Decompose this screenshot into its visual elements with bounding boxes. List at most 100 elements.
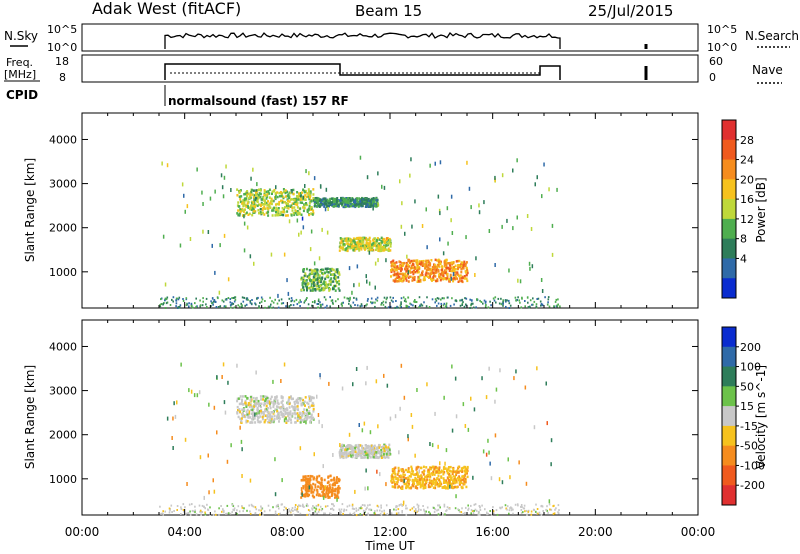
echo-cell: [333, 481, 336, 484]
echo-cell: [301, 196, 303, 199]
echo-cell: [322, 282, 325, 286]
echo-cell: [501, 480, 504, 485]
echo-cell: [425, 263, 428, 266]
echo-cell: [364, 237, 367, 241]
echo-cell: [363, 504, 366, 507]
y-tick-label: 1000: [49, 473, 77, 486]
echo-cell: [247, 402, 250, 407]
echo-cell: [536, 175, 538, 180]
echo-cell: [408, 261, 411, 265]
echo-cell: [307, 276, 310, 280]
echo-cell: [541, 289, 544, 293]
echo-cell: [380, 446, 383, 449]
echo-cell: [190, 302, 193, 305]
echo-cell: [411, 469, 414, 473]
echo-cell: [379, 509, 381, 512]
echo-cell: [440, 469, 443, 472]
echo-cell: [466, 466, 469, 470]
echo-cell: [452, 470, 455, 473]
echo-cell: [340, 508, 343, 511]
echo-cell: [274, 298, 276, 301]
echo-cell: [210, 305, 212, 307]
echo-cell: [329, 486, 331, 489]
echo-cell: [382, 300, 385, 303]
echo-cell: [466, 268, 469, 272]
echo-cell: [470, 205, 472, 210]
echo-cell: [267, 305, 270, 308]
echo-cell: [268, 192, 271, 195]
echo-cell: [304, 478, 307, 482]
echo-cell: [403, 261, 406, 265]
echo-cell: [554, 508, 556, 511]
echo-cell: [435, 279, 438, 283]
echo-cell: [358, 282, 360, 287]
echo-cell: [308, 485, 311, 490]
echo-cell: [360, 454, 362, 457]
echo-cell: [470, 504, 472, 507]
echo-cell: [557, 303, 559, 306]
echo-cell: [303, 198, 306, 201]
echo-cell: [374, 261, 377, 266]
echo-cell: [257, 296, 259, 299]
echo-cell: [437, 297, 440, 300]
echo-cell: [385, 455, 388, 459]
echo-cell: [314, 198, 316, 202]
echo-cell: [292, 408, 295, 411]
echo-cell: [413, 278, 416, 282]
echo-cell: [334, 289, 337, 292]
echo-cell: [317, 273, 320, 276]
echo-cell: [246, 413, 249, 417]
echo-cell: [320, 481, 323, 484]
echo-cell: [339, 449, 342, 453]
echo-cell: [378, 245, 380, 249]
echo-cell: [238, 510, 241, 513]
echo-cell: [319, 487, 322, 491]
echo-cell: [374, 248, 377, 251]
echo-cell: [307, 307, 309, 310]
echo-cell: [205, 297, 208, 300]
echo-cell: [458, 279, 461, 283]
echo-cell: [451, 472, 454, 475]
echo-cell: [464, 511, 466, 514]
echo-cell: [202, 229, 204, 234]
echo-cell: [325, 203, 327, 206]
echo-cell: [165, 302, 168, 305]
echo-cell: [536, 366, 538, 371]
echo-cell: [303, 190, 306, 194]
echo-cell: [321, 508, 324, 510]
echo-cell: [556, 187, 558, 192]
echo-cell: [270, 202, 273, 206]
echo-cell: [229, 301, 232, 304]
echo-cell: [260, 398, 263, 401]
echo-cell: [531, 264, 534, 269]
echo-cell: [420, 261, 423, 264]
echo-cell: [278, 203, 280, 206]
echo-cell: [246, 297, 249, 300]
echo-cell: [179, 304, 182, 307]
echo-cell: [252, 412, 255, 415]
echo-cell: [267, 504, 270, 507]
echo-cell: [195, 305, 197, 308]
echo-cell: [239, 395, 242, 398]
echo-cell: [249, 408, 252, 412]
echo-cell: [321, 276, 324, 279]
echo-cell: [349, 247, 352, 250]
echo-cell: [265, 190, 268, 194]
echo-cell: [314, 486, 317, 489]
echo-cell: [300, 300, 302, 303]
echo-cell: [403, 299, 406, 302]
echo-cell: [213, 489, 216, 494]
echo-cell: [445, 263, 448, 266]
echo-cell: [329, 512, 331, 515]
echo-cell: [271, 209, 274, 212]
echo-cell: [549, 508, 551, 511]
echo-cell: [307, 509, 310, 511]
colorbar-tick-label: 15: [740, 400, 754, 413]
echo-cell: [204, 507, 206, 510]
echo-cell: [439, 211, 441, 216]
echo-cell: [347, 452, 350, 456]
echo-cell: [359, 450, 362, 454]
echo-cell: [425, 207, 427, 212]
echo-cell: [546, 505, 548, 508]
echo-cell: [396, 265, 399, 268]
